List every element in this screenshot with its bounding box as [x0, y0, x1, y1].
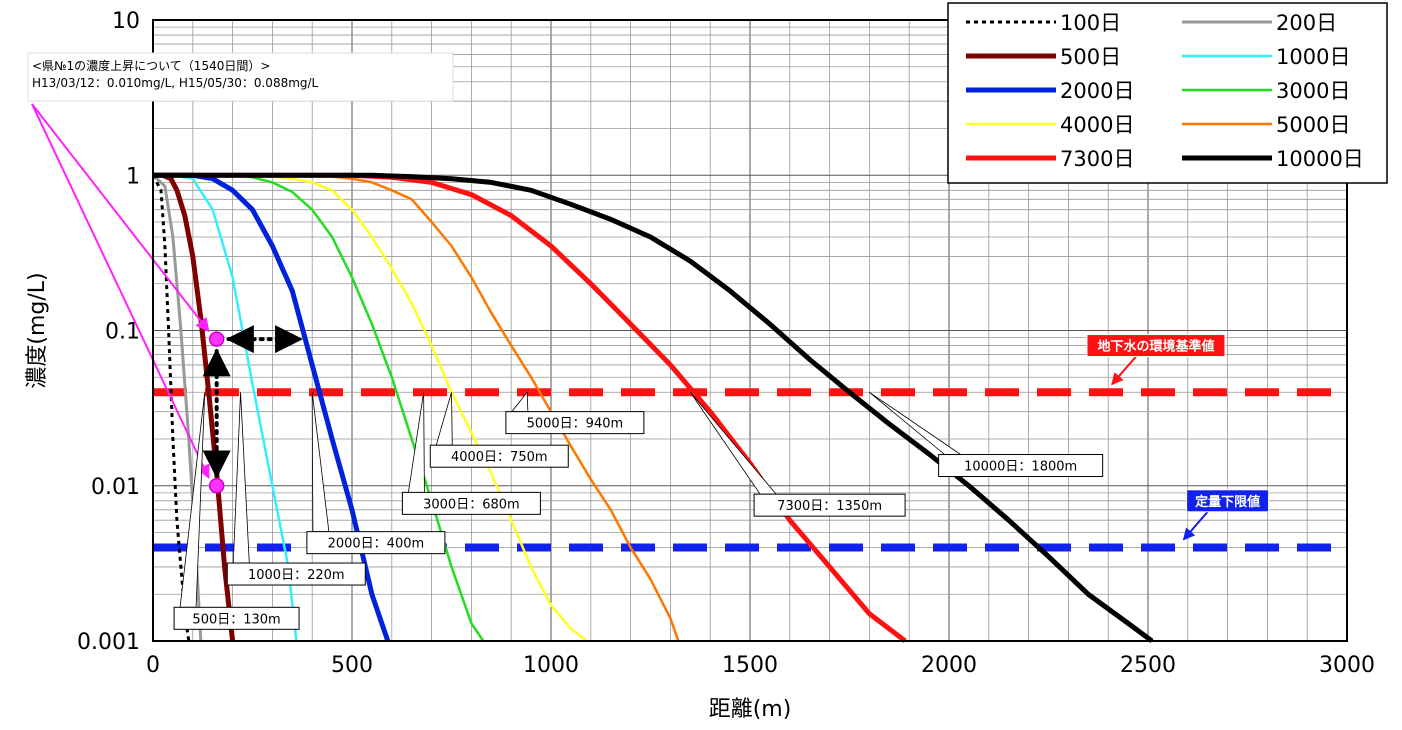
x-tick-label: 3000	[1319, 653, 1375, 678]
callout-box	[753, 493, 906, 517]
callout-box	[505, 411, 645, 435]
observation-point	[208, 331, 225, 347]
reference-label: 定量下限値	[1194, 494, 1260, 510]
reference-pointer	[1182, 511, 1209, 541]
series-lines	[151, 172, 1154, 644]
series-line	[153, 174, 680, 642]
note-line: <県№1の濃度上昇について（1540日間）>	[32, 58, 270, 73]
x-tick-label: 2500	[1120, 653, 1176, 678]
callout-label: 10000日：1800m	[964, 460, 1077, 475]
callouts: 500日：130m 1000日：220m 2000日：400m 3000日：680m 4…	[173, 391, 1104, 630]
legend-label: 100日	[1060, 11, 1121, 35]
callout-label: 7300日：1350m	[777, 499, 882, 514]
callout-label: 5000日：940m	[527, 417, 624, 432]
y-tick-label: 1	[126, 164, 140, 189]
y-axis-title: 濃度(mg/L)	[25, 272, 50, 388]
legend-label: 1000日	[1276, 45, 1350, 69]
x-tick-label: 0	[146, 653, 160, 678]
axes: 0 500 1000 1500 2000 2500 3000 10 1 0.1 0.01 0.001 距…	[25, 9, 1375, 722]
y-tick-label: 0.01	[91, 475, 140, 500]
plot-frame	[152, 19, 1348, 642]
callout-box	[226, 562, 366, 586]
callout-box	[306, 531, 446, 555]
legend-label: 10000日	[1276, 147, 1364, 171]
x-tick-label: 2000	[921, 653, 977, 678]
series-line	[153, 172, 907, 643]
series-line	[151, 174, 191, 642]
observations	[31, 103, 304, 494]
reference-label: 地下水の環境基準値	[1097, 339, 1214, 355]
callout-pointer	[435, 392, 453, 446]
y-tick-label: 0.1	[105, 320, 140, 345]
reference-pointer	[1111, 355, 1137, 386]
callout-box	[173, 606, 300, 630]
observation-pointer	[31, 103, 210, 333]
callout-pointer	[232, 392, 250, 564]
series-line	[153, 172, 391, 642]
legend-label: 2000日	[1060, 79, 1134, 103]
callout-box	[938, 454, 1104, 478]
observation-pointer	[31, 103, 210, 480]
note-box	[27, 52, 454, 102]
legend-box	[947, 2, 1388, 184]
x-tick-label: 500	[331, 653, 373, 678]
callout-pointer	[689, 392, 777, 495]
observation-point	[208, 478, 225, 494]
callout-pointer	[407, 392, 425, 493]
note: <県№1の濃度上昇について（1540日間）> H13/03/12：0.010mg/…	[27, 52, 454, 102]
reference-label-box	[1186, 489, 1270, 513]
reference-label-box	[1086, 334, 1226, 358]
callout-box	[401, 491, 541, 515]
x-axis-title: 距離(m)	[709, 697, 792, 722]
series-line	[153, 172, 1154, 644]
y-tick-label: 10	[112, 9, 140, 34]
callout-label: 4000日：750m	[451, 450, 548, 465]
series-line	[153, 174, 588, 642]
legend-label: 7300日	[1060, 147, 1134, 171]
x-tick-label: 1000	[523, 653, 579, 678]
y-tick-label: 0.001	[77, 630, 140, 655]
callout-label: 3000日：680m	[423, 497, 520, 512]
legend: 100日 200日 500日 1000日 2000日 3000日 4000日 5000日 730…	[947, 2, 1388, 184]
legend-label: 500日	[1060, 45, 1121, 69]
callout-box	[429, 444, 569, 468]
legend-label: 5000日	[1276, 113, 1350, 137]
legend-label: 200日	[1276, 11, 1337, 35]
callout-label: 1000日：220m	[248, 568, 345, 583]
callout-label: 500日：130m	[192, 612, 280, 627]
callout-label: 2000日：400m	[328, 537, 425, 552]
note-line: H13/03/12：0.010mg/L, H15/05/30：0.088mg/L	[32, 76, 319, 90]
x-tick-label: 1500	[722, 653, 778, 678]
legend-label: 4000日	[1060, 113, 1134, 137]
legend-label: 3000日	[1276, 79, 1350, 103]
